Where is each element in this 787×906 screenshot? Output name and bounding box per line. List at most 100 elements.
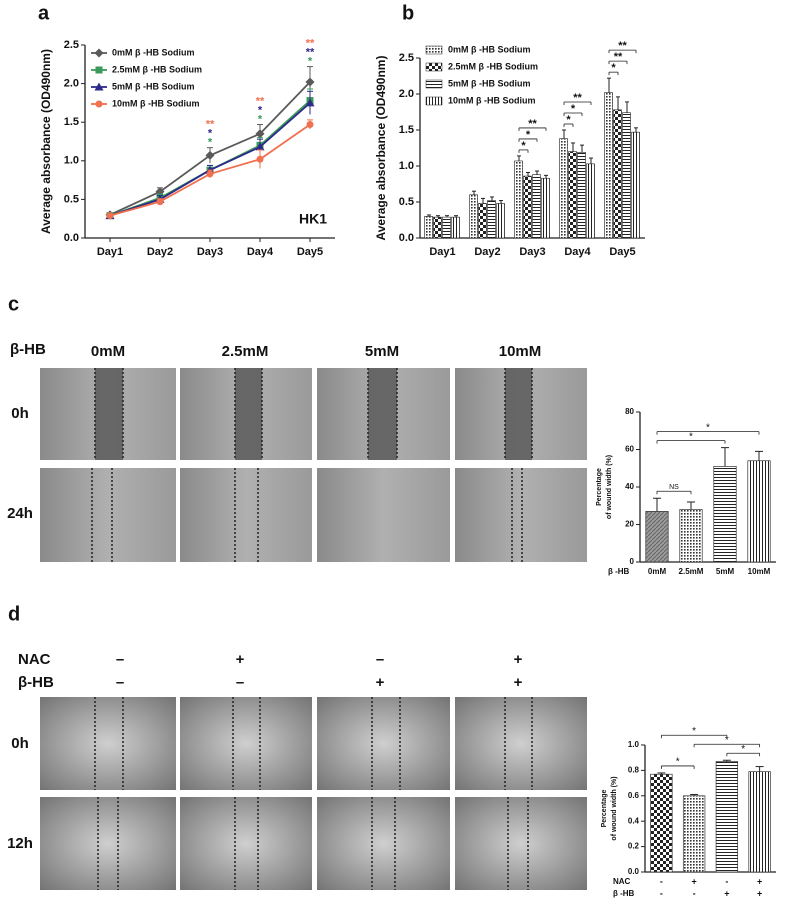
- y-tick-label: 1.5: [64, 116, 79, 128]
- y-axis-label: Percentage: [601, 790, 608, 828]
- condition-sign: –: [116, 674, 124, 691]
- bar: [469, 194, 478, 239]
- marker: [95, 66, 103, 74]
- x-row-value: -: [660, 888, 663, 898]
- wound-gap: [368, 368, 397, 460]
- x-row-label: β -HB: [613, 889, 635, 898]
- y-tick-label: 0.5: [399, 196, 414, 208]
- legend-label: 5mM β -HB Sodium: [448, 78, 531, 88]
- legend-swatch: [425, 45, 443, 55]
- y-tick-label: 0.0: [64, 232, 79, 244]
- micrograph: [455, 797, 587, 890]
- marker: [305, 77, 315, 87]
- bar: [747, 460, 771, 563]
- column-label: 0mM: [91, 343, 125, 360]
- x-tick-label: Day2: [147, 246, 173, 258]
- marker: [305, 98, 315, 107]
- x-tick-label: Day4: [564, 246, 591, 258]
- x-row-value: -: [725, 876, 728, 886]
- column-label: 5mM: [365, 343, 399, 360]
- row-label: 12h: [7, 835, 33, 852]
- bar: [622, 112, 631, 239]
- marker: [94, 82, 104, 91]
- x-row-value: -: [693, 888, 696, 898]
- wound-gap: [235, 368, 262, 460]
- x-row-value: +: [757, 876, 762, 886]
- y-tick-label: 20: [625, 520, 634, 529]
- x-tick-label: 10mM: [748, 567, 771, 576]
- significance-label: *: [308, 56, 313, 68]
- significance-label: *: [208, 137, 213, 149]
- row-label: 0h: [11, 735, 29, 752]
- y-tick-label: 0.8: [628, 766, 640, 775]
- bar: [604, 92, 613, 239]
- x-tick-label: 0mM: [648, 567, 667, 576]
- bar: [586, 163, 595, 239]
- condition-sign: +: [514, 674, 523, 691]
- x-row-value: +: [691, 876, 696, 886]
- y-axis-label: Average absorbance (OD490nm): [39, 49, 53, 234]
- bar: [577, 152, 586, 239]
- significance-label: **: [256, 95, 265, 107]
- bar: [487, 200, 496, 239]
- y-tick-label: 0.6: [628, 791, 640, 800]
- x-row-value: +: [724, 888, 729, 898]
- significance-label: *: [521, 140, 526, 152]
- micrograph: [180, 797, 312, 890]
- significance-label: NS: [669, 484, 679, 491]
- panel-label: a: [38, 2, 50, 24]
- wound-gap: [505, 368, 532, 460]
- bar: [650, 773, 673, 873]
- x-tick-label: 2.5mM: [679, 567, 704, 576]
- condition-sign: +: [514, 651, 523, 668]
- micrograph: [180, 468, 312, 562]
- y-tick-label: 2.0: [399, 88, 414, 100]
- panel-label: d: [8, 603, 20, 625]
- column-label: 10mM: [499, 343, 542, 360]
- significance-label: *: [725, 735, 729, 746]
- row-label: 24h: [7, 505, 33, 522]
- x-tick-label: Day3: [197, 246, 223, 258]
- y-tick-label: 2.0: [64, 78, 79, 90]
- x-tick-label: Day1: [97, 246, 123, 258]
- micrograph: [40, 797, 176, 890]
- significance-label: *: [611, 62, 616, 74]
- marker: [95, 100, 103, 108]
- bar: [559, 138, 568, 239]
- significance-label: *: [676, 757, 680, 768]
- y-tick-label: 0.4: [628, 816, 640, 825]
- bar: [568, 151, 577, 239]
- significance-label: **: [618, 40, 627, 52]
- significance-label: **: [306, 47, 315, 59]
- bar: [613, 109, 622, 239]
- y-tick-label: 1.0: [628, 740, 640, 749]
- condition-sign: –: [236, 674, 244, 691]
- significance-label: *: [526, 129, 531, 141]
- x-tick-label: Day5: [297, 246, 323, 258]
- marker: [206, 170, 214, 178]
- marker: [156, 198, 164, 206]
- condition-label: β-HB: [18, 674, 54, 691]
- micrograph: [317, 468, 450, 562]
- significance-label: **: [206, 119, 215, 131]
- significance-label: *: [741, 744, 745, 755]
- bar: [541, 177, 550, 239]
- y-axis-label: Percentage: [596, 468, 603, 506]
- y-tick-label: 40: [625, 482, 634, 491]
- y-axis-label: Average absorbance (OD490nm): [374, 56, 388, 241]
- y-tick-label: 0.5: [64, 193, 79, 205]
- legend-label: 10mM β -HB Sodium: [448, 95, 536, 105]
- legend-label: 2.5mM β -HB Sodium: [448, 61, 538, 71]
- significance-label: *: [208, 128, 213, 140]
- bar: [715, 761, 739, 873]
- row-header: β-HB: [10, 341, 46, 358]
- x-tick-label: Day1: [429, 246, 455, 258]
- bar: [496, 203, 505, 239]
- y-tick-label: 1.0: [399, 160, 414, 172]
- micrograph: [180, 697, 312, 790]
- marker: [94, 48, 104, 58]
- y-tick-label: 0.0: [399, 232, 414, 244]
- significance-label: *: [566, 114, 571, 126]
- bar: [523, 175, 532, 239]
